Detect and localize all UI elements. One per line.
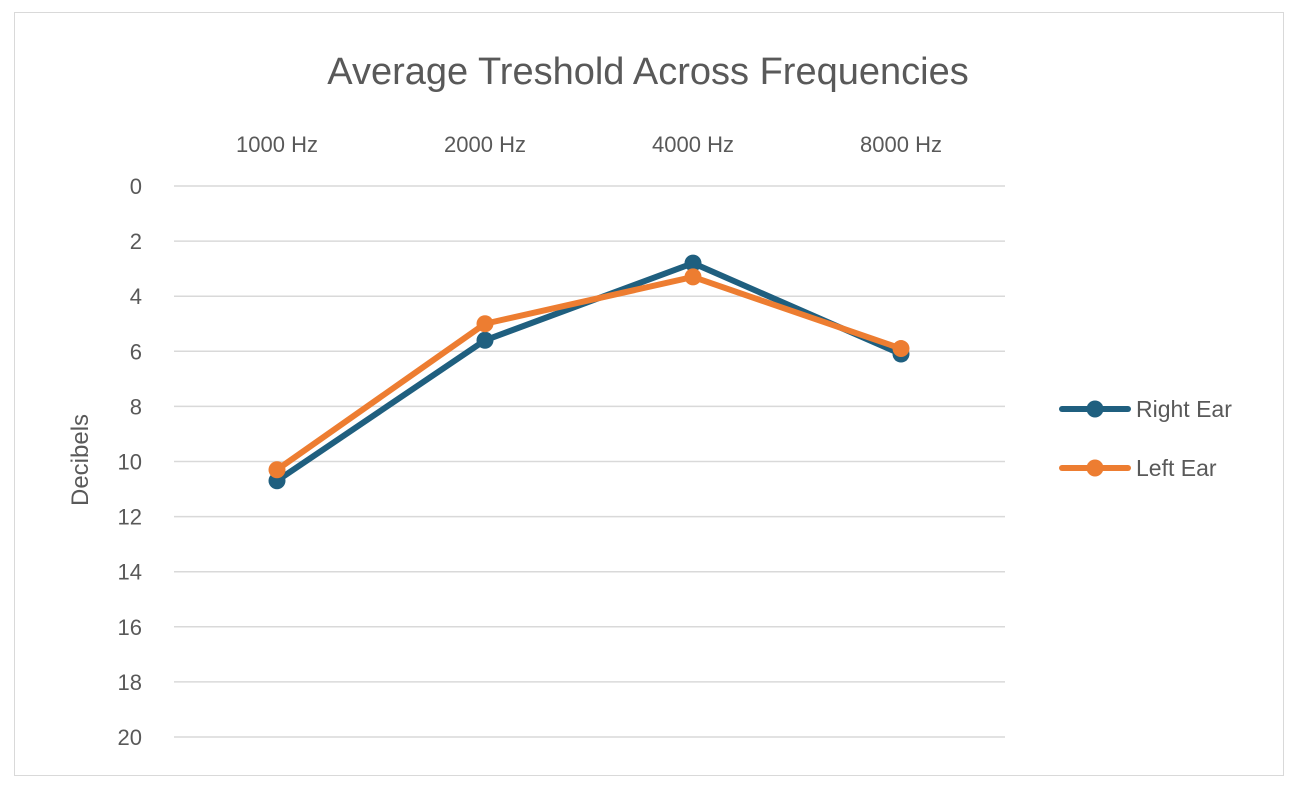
legend: Right Ear Left Ear: [1059, 396, 1232, 481]
y-tick-label: 16: [118, 615, 142, 640]
y-tick-label: 4: [130, 284, 142, 309]
y-tick-label: 12: [118, 505, 142, 530]
chart-title: Average Treshold Across Frequencies: [327, 51, 968, 93]
series-line: [274, 273, 904, 473]
x-category-label: 1000 Hz: [236, 132, 318, 157]
series-group: [268, 254, 910, 490]
x-category-label: 2000 Hz: [444, 132, 526, 157]
series-left-ear: [268, 268, 910, 479]
y-tick-label: 18: [118, 670, 142, 695]
legend-label: Right Ear: [1136, 396, 1232, 422]
x-category-label: 4000 Hz: [652, 132, 734, 157]
y-axis-ticks: 0 2 4 6 8 10 12 14 16 18 20: [118, 174, 142, 750]
x-axis-categories: 1000 Hz 2000 Hz 4000 Hz 8000 Hz: [236, 132, 942, 157]
x-category-label: 8000 Hz: [860, 132, 942, 157]
legend-label: Left Ear: [1136, 455, 1217, 481]
data-point: [476, 315, 494, 333]
data-point: [892, 340, 910, 358]
data-point: [268, 461, 286, 479]
data-point: [684, 254, 702, 272]
legend-swatch-marker: [1086, 459, 1104, 477]
y-tick-label: 6: [130, 339, 142, 364]
y-tick-label: 14: [118, 560, 142, 585]
y-tick-label: 2: [130, 229, 142, 254]
series-right-ear: [268, 254, 910, 490]
y-tick-label: 20: [118, 725, 142, 750]
y-tick-label: 0: [130, 174, 142, 199]
y-tick-label: 8: [130, 394, 142, 419]
gridlines: [174, 185, 1005, 738]
legend-swatch-marker: [1086, 400, 1104, 418]
legend-item: Right Ear: [1059, 396, 1232, 422]
y-axis-title: Decibels: [67, 414, 94, 506]
chart-frame: [14, 12, 1284, 776]
data-point: [684, 268, 702, 286]
y-tick-label: 10: [118, 450, 142, 475]
legend-item: Left Ear: [1059, 455, 1217, 481]
data-point: [476, 331, 494, 349]
